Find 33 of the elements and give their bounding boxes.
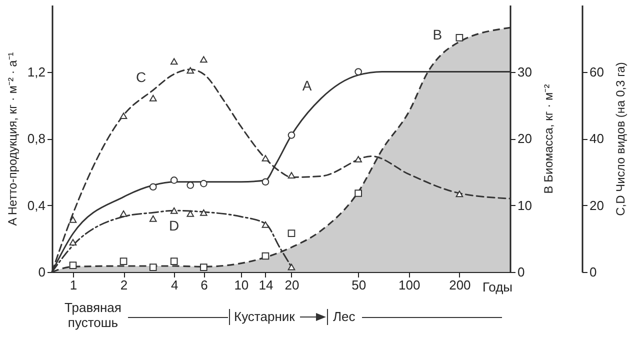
y3-tick-label: 40: [590, 131, 604, 146]
series-label: D: [169, 218, 180, 234]
y-tick-label: 0,8: [27, 131, 46, 146]
y-tick-label: 1,2: [27, 64, 46, 80]
x-tick-label: 2: [120, 278, 128, 292]
y3-tick-label: 60: [590, 64, 604, 80]
y2-tick-label: 0: [518, 264, 525, 280]
y-axis-title: A Нетто-продукция, кг · м⁻² · а⁻¹: [6, 52, 20, 226]
x-tick-label: 10: [234, 278, 249, 292]
y3-tick-label: 0: [590, 264, 597, 280]
x-tick-label: 1: [70, 278, 78, 292]
series-label: C: [136, 69, 146, 86]
series-label: B: [432, 26, 442, 43]
text: Кустарник: [234, 309, 295, 324]
y2-tick-label: 10: [518, 198, 532, 213]
y-tick-label: 0,4: [27, 198, 46, 213]
text: Травяная пустошь: [64, 300, 122, 330]
text: Лес: [333, 309, 356, 324]
x-tick-label: 50: [352, 278, 366, 292]
y3-tick-label: 20: [590, 198, 604, 213]
y-tick-label: 0: [38, 264, 46, 280]
x-tick-label: 100: [398, 278, 420, 292]
x-tick-label: 4: [170, 278, 178, 292]
y2-axis-title: B Биомасса, кг · м⁻²: [542, 84, 556, 194]
x-tick-label: 6: [200, 278, 208, 292]
x-tick-label: 14: [258, 278, 274, 292]
y3-axis-title: C,D Число видов (на 0,3 га): [614, 62, 628, 216]
x-tick-label: 20: [284, 278, 300, 292]
y2-tick-label: 30: [518, 64, 532, 80]
x-axis-title: Годы: [482, 280, 512, 294]
series-label: A: [302, 77, 312, 94]
y2-tick-label: 20: [518, 131, 532, 146]
x-tick-label: 200: [449, 278, 471, 292]
